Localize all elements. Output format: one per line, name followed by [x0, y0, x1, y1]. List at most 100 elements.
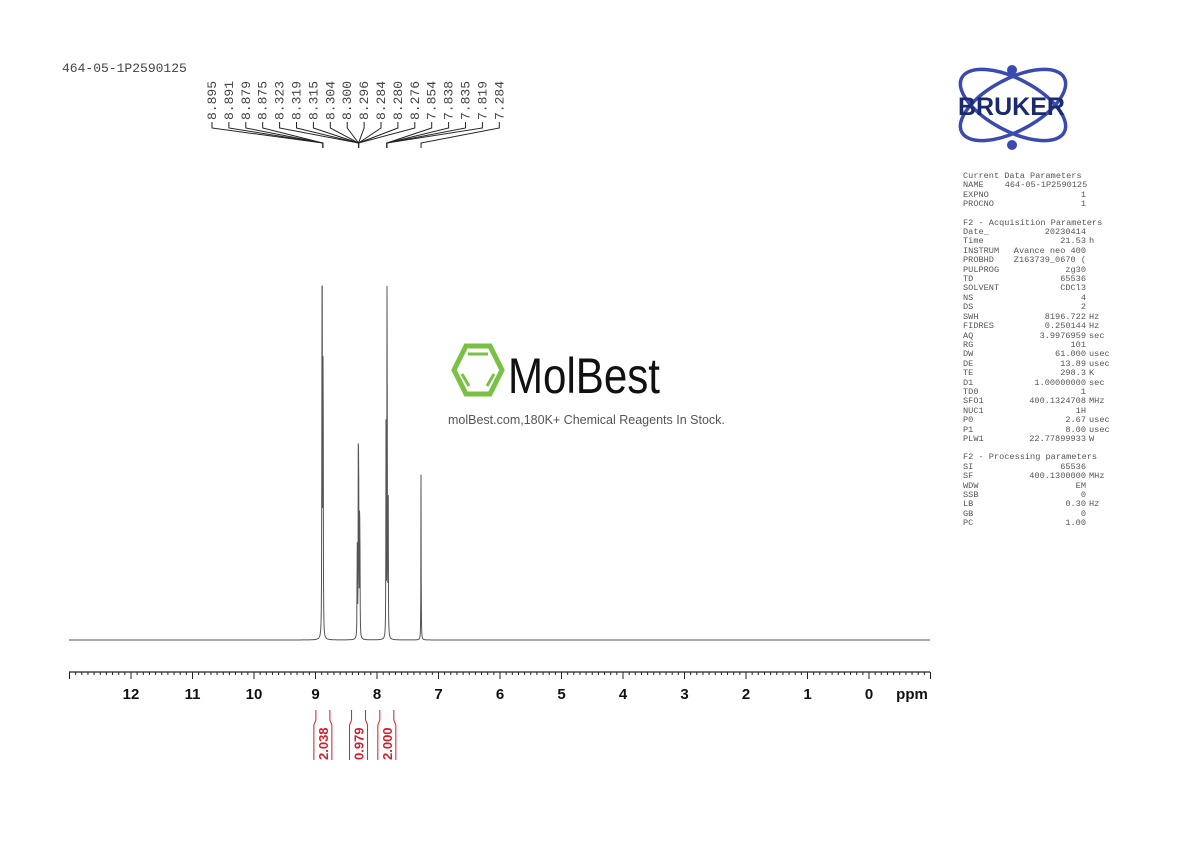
- peak-label-leader: [386, 122, 483, 148]
- param-section-title: F2 - Acquisition Parameters: [963, 217, 1103, 228]
- peak-label-leader: [346, 122, 360, 148]
- sample-title: 464-05-1P2590125: [62, 61, 187, 76]
- param-name: DS: [963, 302, 974, 313]
- peak-label-leader: [386, 122, 466, 148]
- param-value: 2.67: [1065, 415, 1086, 426]
- param-row: NS 4: [963, 292, 1113, 303]
- param-row: SF 400.1300000 MHz: [963, 471, 1113, 482]
- x-tick-label: 7: [434, 686, 442, 703]
- integral-value: 2.038: [316, 727, 331, 760]
- param-row: NAME 464-05-1P2590125: [963, 180, 1113, 190]
- param-row: PROCNO 1: [963, 199, 1113, 210]
- param-row: INSTRUM Avance neo 400: [963, 246, 1113, 256]
- param-name: GB: [963, 508, 974, 519]
- x-tick-label: 9: [311, 686, 319, 703]
- param-row: SSB 0: [963, 490, 1113, 500]
- molbest-logo: MolBest: [451, 343, 660, 404]
- param-unit: MHz: [1089, 471, 1105, 482]
- param-row: PC 1.00: [963, 518, 1113, 529]
- param-row: P1 8.00 usec: [963, 424, 1113, 435]
- param-unit: usec: [1089, 349, 1110, 360]
- param-name: PULPROG: [963, 264, 1000, 275]
- param-name: NUC1: [963, 405, 984, 416]
- param-row: P0 2.67 usec: [963, 415, 1113, 426]
- x-axis: 12 11 10 9 8 7 6 5 4 3 2 1 0 ppm: [69, 671, 931, 703]
- peak-label: 8.879: [239, 81, 254, 120]
- param-unit: sec: [1089, 377, 1105, 388]
- param-unit: usec: [1089, 358, 1110, 369]
- param-value: 101: [1070, 339, 1086, 350]
- peak-label: 8.875: [256, 81, 271, 120]
- param-value: 1H: [1075, 405, 1086, 416]
- param-value: 65536: [1060, 274, 1086, 285]
- param-row: DS 2: [963, 302, 1113, 313]
- param-row: PROBHD Z163739_0670 (: [963, 255, 1113, 266]
- param-value: CDCl3: [1060, 283, 1086, 294]
- param-name: TE: [963, 368, 974, 379]
- integrals: 2.038 0.979 2.000: [313, 710, 397, 760]
- param-name: SOLVENT: [963, 283, 1000, 294]
- param-row: TD0 1: [963, 386, 1113, 397]
- param-value: 4: [1080, 292, 1086, 303]
- param-value: 0.250144: [1044, 321, 1086, 332]
- bruker-logo: BRUKER: [958, 65, 1068, 150]
- param-name: PROCNO: [963, 199, 994, 210]
- param-name: RG: [963, 339, 974, 350]
- param-name: Date_: [963, 227, 989, 238]
- param-section-title: Current Data Parameters: [963, 171, 1082, 181]
- benzene-icon: [451, 343, 505, 397]
- param-value: 1: [1080, 189, 1086, 200]
- param-value: 1.00000000: [1034, 377, 1086, 388]
- param-unit: W: [1089, 433, 1095, 444]
- param-name: SSB: [963, 490, 979, 500]
- param-value: 1.00: [1065, 518, 1086, 529]
- param-unit: Hz: [1089, 311, 1100, 322]
- x-tick-label: 10: [246, 686, 263, 703]
- peak-label: 8.323: [273, 81, 288, 120]
- param-unit: sec: [1089, 330, 1105, 341]
- peak-label: 8.895: [205, 81, 220, 120]
- param-value: 20230414: [1044, 227, 1086, 238]
- param-section-title: F2 - Processing parameters: [963, 452, 1098, 463]
- integral-value: 2.000: [380, 727, 395, 760]
- param-value: 2: [1080, 302, 1086, 313]
- param-value: 400.1300000: [1029, 471, 1086, 482]
- param-name: DW: [963, 349, 974, 360]
- peak-label: 7.854: [425, 81, 440, 120]
- peak-label: 8.276: [408, 81, 423, 120]
- param-unit: usec: [1089, 424, 1110, 435]
- integral-bracket: [349, 710, 369, 760]
- param-name: PC: [963, 518, 974, 529]
- param-name: PROBHD: [963, 255, 994, 266]
- spectrum-line: [69, 285, 930, 641]
- param-name: PLW1: [963, 433, 984, 444]
- param-value: 1: [1080, 386, 1086, 397]
- param-name: LB: [963, 499, 974, 510]
- param-value: 0: [1080, 490, 1086, 500]
- param-row: SWH 8196.722 Hz: [963, 311, 1113, 322]
- param-row: GB 0: [963, 508, 1113, 519]
- param-row: SI 65536: [963, 462, 1113, 472]
- param-name: EXPNO: [963, 189, 989, 200]
- integral-bracket: [377, 710, 397, 760]
- param-name: P0: [963, 415, 974, 426]
- molbest-logo-text: MolBest: [508, 348, 660, 400]
- peak-label-leader: [296, 122, 360, 148]
- param-unit: Hz: [1089, 499, 1100, 510]
- param-value: 0.30: [1065, 499, 1086, 510]
- x-tick-label: 4: [619, 686, 628, 703]
- param-row: RG 101: [963, 339, 1113, 350]
- molbest-watermark: MolBest molBest.com,180K+ Chemical Reage…: [448, 340, 748, 427]
- param-name: FIDRES: [963, 321, 994, 332]
- param-name: P1: [963, 424, 974, 435]
- param-value: 21.53: [1060, 236, 1086, 247]
- peak-label: 8.304: [323, 81, 338, 120]
- param-row: SFO1 400.1324708 MHz: [963, 396, 1113, 407]
- param-row: TD 65536: [963, 274, 1113, 285]
- param-value: 400.1324708: [1029, 396, 1086, 407]
- param-name: AQ: [963, 330, 974, 341]
- param-row: PLW1 22.77899933 W: [963, 433, 1113, 444]
- param-name: TD: [963, 274, 974, 285]
- param-unit: Hz: [1089, 321, 1100, 332]
